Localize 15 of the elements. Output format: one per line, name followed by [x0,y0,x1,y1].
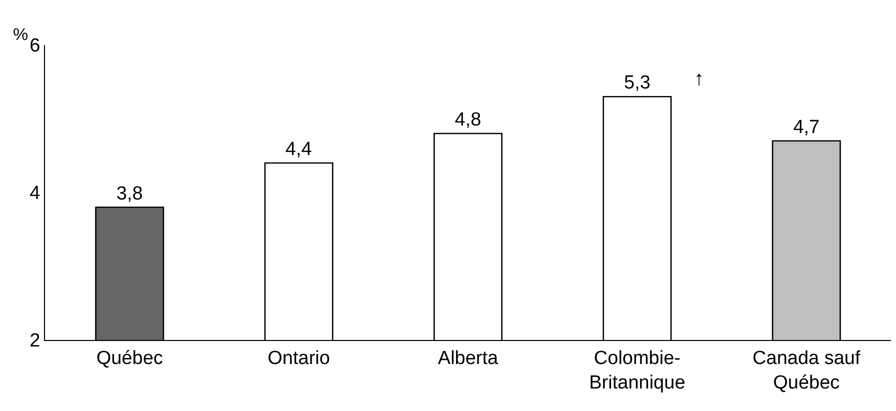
data-label: 3,8 [116,183,143,204]
data-label: 4,4 [285,139,312,160]
data-label: 4,7 [793,116,820,138]
y-tick-label: 2 [30,330,40,352]
data-label: 5,3 [624,72,650,94]
annotation: ↑ [694,68,704,90]
x-tick-label: Alberta [438,348,499,369]
x-tick-label: Québec [96,348,163,369]
y-tick-label: 4 [30,183,41,204]
y-axis-title: % [13,25,28,44]
data-label: 4,8 [454,110,482,130]
x-tick-label: Ontario [268,348,330,369]
x-tick-label: Colombie-Britannique [589,348,686,394]
y-tick-label: 6 [30,36,40,57]
x-tick-label: Canada sauf Québec [752,348,861,394]
